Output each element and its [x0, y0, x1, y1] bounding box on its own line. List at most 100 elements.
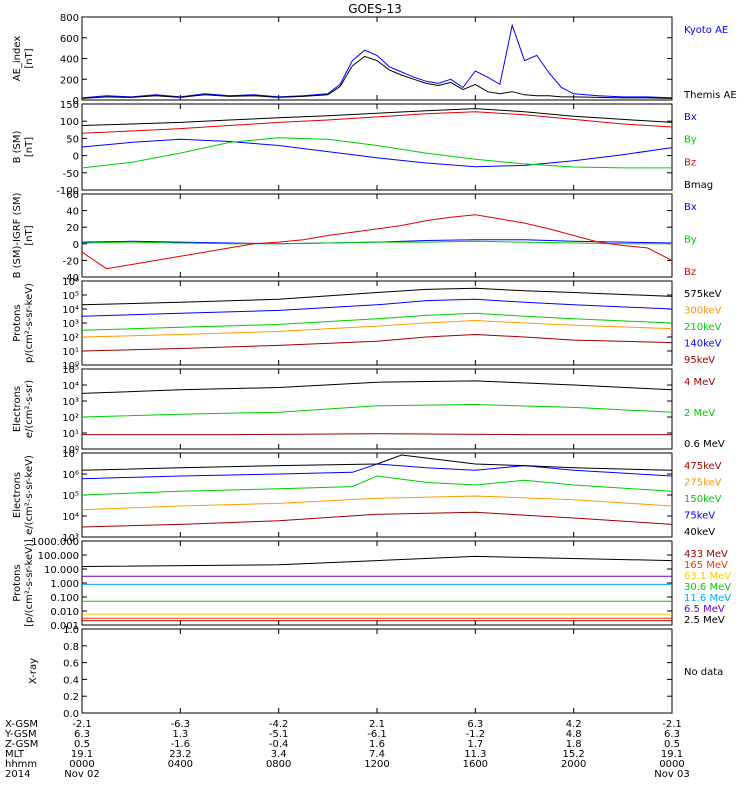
series-line	[81, 138, 673, 168]
y-tick-label: 10⁰	[62, 361, 79, 372]
panel-8: 0.0 0.2 0.4 0.6 0.8 1.0 X-ray No data	[28, 625, 723, 720]
x-axis-tick-value: -2.1	[72, 719, 92, 730]
series-line	[81, 214, 673, 270]
legend-entry: 165 MeV	[684, 560, 728, 571]
legend-entry: 150keV	[684, 494, 722, 505]
y-tick-label: 0	[73, 240, 79, 251]
series-line	[81, 463, 673, 480]
y-tick-label: -20	[63, 256, 79, 267]
x-axis-tick-value: -1.2	[466, 729, 486, 740]
x-axis-tick-value: 1200	[364, 759, 389, 770]
y-tick-label: -40	[63, 273, 79, 284]
legend-entry: 210keV	[684, 322, 722, 333]
y-axis-label: B (SM)	[12, 130, 23, 163]
panel-4: 10⁰ 10¹ 10² 10³ 10⁴ 10⁵ 10⁶ Protons p/(cm²-s-sr-…	[12, 277, 722, 372]
y-tick-label: 1.0	[63, 625, 79, 636]
y-axis-unit: [p/(cm²-s-sr-keV)]	[24, 539, 35, 627]
series-line	[81, 319, 673, 338]
legend-entry: 4 MeV	[684, 377, 715, 388]
y-tick-label: 10³	[62, 533, 79, 544]
y-tick-label: 0.6	[63, 659, 79, 670]
series-line	[81, 55, 673, 99]
legend-entry: 95keV	[684, 355, 715, 366]
legend-entry: Bz	[684, 157, 696, 168]
y-tick-label: 0.2	[63, 692, 79, 703]
x-axis-tick-value: 1.3	[172, 729, 188, 740]
panel-7: 0.001 0.010 0.100 1.000 10.000 100.000 1000.00…	[12, 537, 731, 632]
y-axis-unit: p/(cm²-s-sr-keV)	[24, 283, 35, 363]
y-tick-label: 10⁵	[62, 291, 79, 302]
y-tick-label: -50	[63, 169, 79, 180]
legend-entry: 30.6 MeV	[684, 582, 731, 593]
x-axis-tick-value: 6.3	[74, 729, 90, 740]
x-axis-tick-value: 1.8	[566, 739, 582, 750]
y-axis-label: AE_index	[12, 36, 23, 82]
legend-entry: Bx	[684, 202, 697, 213]
series-line	[81, 403, 673, 418]
y-tick-label: 10³	[62, 397, 79, 408]
legend-entry: Bmag	[684, 180, 713, 191]
series-line	[81, 495, 673, 511]
x-axis-tick-value: 6.3	[467, 719, 483, 730]
x-axis-tick-value: 1600	[463, 759, 488, 770]
x-axis-tick-value: 2000	[561, 759, 586, 770]
panel-1: 0 200 400 600 800 AE_index [nT] Kyoto AE Themis …	[12, 13, 737, 107]
x-axis-tick-value: 3.4	[271, 749, 287, 760]
x-axis-tick-value: 1.6	[369, 739, 385, 750]
y-axis-label: Protons	[12, 304, 23, 341]
series-line	[81, 23, 673, 99]
y-tick-label: 10⁰	[62, 445, 79, 456]
series-line	[81, 333, 673, 352]
y-tick-label: 20	[66, 223, 79, 234]
y-tick-label: 100	[60, 117, 79, 128]
legend-entry: 11.6 MeV	[684, 593, 731, 604]
y-tick-label: 0.8	[63, 642, 79, 653]
y-axis-unit: e/(cm²-s-sr)	[24, 380, 35, 438]
x-axis-tick-value: -6.3	[171, 719, 191, 730]
x-axis-tick-value: 6.3	[664, 729, 680, 740]
panel-3: -40 -20 0 20 40 60 B (SM)-IGRF (SM) [nT] Bx By Bz	[12, 190, 697, 284]
y-tick-label: 10⁶	[62, 470, 79, 481]
y-tick-label: 10⁴	[62, 381, 79, 392]
y-tick-label: 0.4	[63, 675, 79, 686]
y-tick-label: 10⁶	[62, 277, 79, 288]
x-axis-tick-value: -4.2	[269, 719, 289, 730]
y-axis-unit: [nT]	[24, 137, 35, 157]
x-axis-row-label: MLT	[5, 749, 25, 760]
panel-6: 10³ 10⁴ 10⁵ 10⁶ 10⁷ Electrons e/(cm²-s-sr-keV)…	[12, 449, 722, 544]
panel-frame	[81, 368, 673, 450]
x-axis-tick-value: -0.4	[269, 739, 289, 750]
panel-frame	[81, 16, 673, 101]
series-line	[82, 433, 672, 436]
x-axis-row-label: 2014	[5, 769, 30, 780]
legend-entry: By	[684, 235, 697, 246]
y-tick-label: 1.000	[50, 579, 79, 590]
x-axis-row-label: X-GSM	[5, 719, 38, 730]
y-tick-label: 10¹	[62, 429, 79, 440]
x-axis-tick-value: 0.5	[664, 739, 680, 750]
legend-entry: 300keV	[684, 306, 722, 317]
series-line	[81, 108, 673, 126]
x-axis-tick-value: -6.1	[367, 729, 387, 740]
y-tick-label: 10³	[62, 319, 79, 330]
legend-entry: 2 MeV	[684, 408, 715, 419]
x-axis-tick-value: Nov 03	[654, 769, 689, 780]
x-axis-tick-value: Nov 02	[64, 769, 99, 780]
series-line	[81, 287, 673, 306]
y-tick-label: 10⁴	[62, 512, 79, 523]
legend-entry: 575keV	[684, 289, 722, 300]
legend-entry: 6.5 MeV	[684, 604, 725, 615]
y-axis-label: X-ray	[28, 658, 39, 684]
y-tick-label: 0.001	[50, 621, 79, 632]
legend-entry: Kyoto AE	[684, 25, 728, 36]
y-axis-unit: e/(cm²-s-sr-keV)	[24, 455, 35, 535]
series-line	[81, 298, 673, 317]
y-tick-label: 40	[66, 207, 79, 218]
panel-2: -100 -50 0 50 100 150 B (SM) [nT] Bx By Bz Bmag	[12, 100, 713, 197]
series-line	[81, 240, 672, 245]
x-axis-tick-value: 2.1	[369, 719, 385, 730]
y-tick-label: 0.010	[50, 607, 79, 618]
y-tick-label: 600	[60, 34, 79, 45]
series-line	[81, 111, 673, 134]
